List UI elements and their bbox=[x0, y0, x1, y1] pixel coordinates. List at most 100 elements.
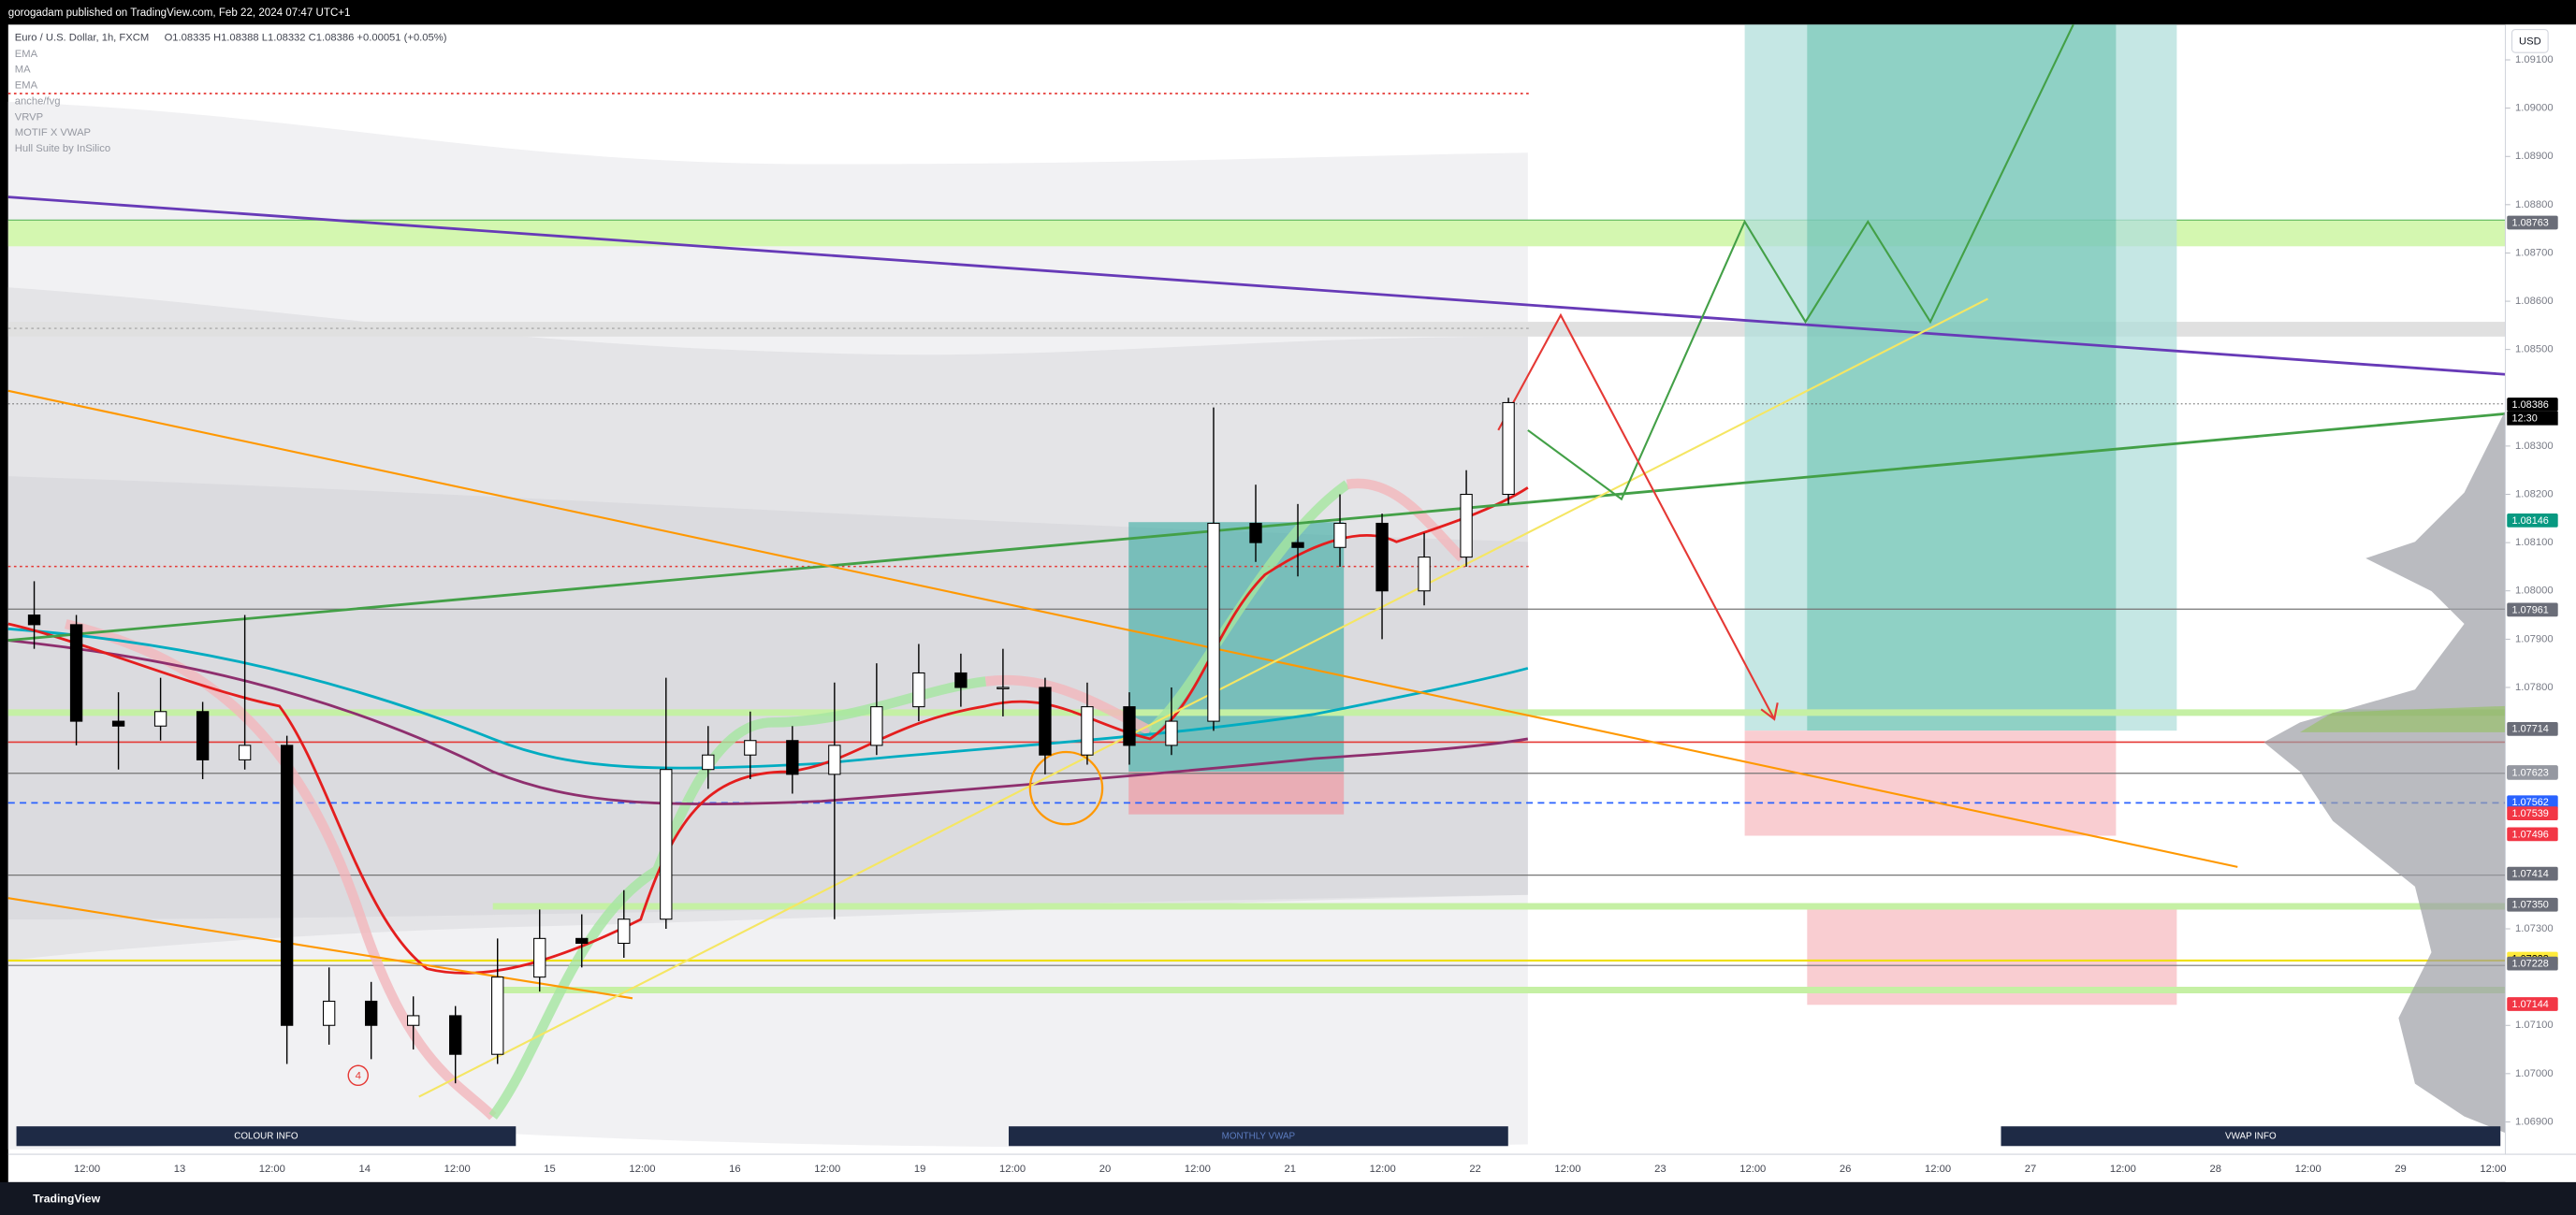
candles bbox=[27, 398, 1515, 1084]
indicator-name: EMA bbox=[15, 49, 38, 60]
x-tick-label: 21 bbox=[1285, 1164, 1296, 1175]
target-zone-inner bbox=[1807, 24, 2117, 731]
x-tick-label: 12:00 bbox=[999, 1164, 1026, 1175]
price-label: 1.08146 bbox=[2512, 515, 2549, 527]
x-tick-label: 12:00 bbox=[2480, 1164, 2506, 1175]
trend-line bbox=[7, 389, 2238, 868]
panel-label: COLOUR INFO bbox=[234, 1131, 298, 1141]
price-label-box bbox=[2507, 513, 2558, 528]
volume-profile bbox=[2263, 410, 2506, 1134]
info-panel bbox=[2001, 1126, 2501, 1147]
currency: USD bbox=[2519, 36, 2541, 48]
price-label: 1.07228 bbox=[2512, 959, 2549, 970]
y-tick-label: 1.08100 bbox=[2515, 537, 2554, 548]
ohlc-readout: O1.08335 H1.08388 L1.08332 C1.08386 +0.0… bbox=[165, 32, 447, 43]
highlight-circle bbox=[1028, 750, 1104, 826]
x-tick-label: 12:00 bbox=[74, 1164, 100, 1175]
price-label: 1.07539 bbox=[2512, 808, 2549, 819]
trend-line bbox=[418, 297, 1988, 1098]
candle-body bbox=[1502, 401, 1515, 496]
y-tick-label: 1.08800 bbox=[2515, 199, 2554, 210]
x-tick-label: 12:00 bbox=[444, 1164, 471, 1175]
indicator-name: anche/fvg bbox=[15, 95, 61, 107]
x-tick-label: 12:00 bbox=[2110, 1164, 2136, 1175]
x-tick-label: 12:00 bbox=[1185, 1164, 1211, 1175]
x-tick-label: 20 bbox=[1099, 1164, 1111, 1175]
candle-body bbox=[449, 1015, 462, 1055]
info-panel bbox=[16, 1126, 517, 1147]
footer-brand: TradingView bbox=[33, 1193, 100, 1206]
indicator-name: MA bbox=[15, 65, 31, 76]
candle-body bbox=[1418, 557, 1431, 592]
stop-box bbox=[1128, 772, 1345, 815]
footer-bar bbox=[0, 1181, 2576, 1215]
candle-body bbox=[744, 740, 757, 756]
y-tick-label: 1.08900 bbox=[2515, 151, 2554, 162]
ma-line bbox=[7, 639, 1529, 806]
price-label: 1.07562 bbox=[2512, 797, 2549, 808]
x-tick-label: 14 bbox=[359, 1164, 371, 1175]
candle-body bbox=[786, 740, 799, 775]
indicator-name: Hull Suite by InSilico bbox=[15, 143, 110, 154]
price-label: 1.07961 bbox=[2512, 604, 2549, 615]
price-label-box bbox=[2507, 956, 2558, 971]
price-label-box bbox=[2507, 997, 2558, 1011]
countdown: 12:30 bbox=[2512, 412, 2538, 424]
candle-body bbox=[1375, 522, 1389, 592]
y-tick-label: 1.07800 bbox=[2515, 682, 2554, 693]
x-tick-label: 28 bbox=[2210, 1164, 2221, 1175]
ema-line bbox=[7, 486, 1529, 975]
candle-body bbox=[1460, 493, 1473, 558]
x-tick-label: 29 bbox=[2394, 1164, 2406, 1175]
x-tick-label: 12:00 bbox=[259, 1164, 285, 1175]
price-label-box bbox=[2507, 795, 2558, 810]
candle-body bbox=[1039, 687, 1052, 756]
y-tick-label: 1.08000 bbox=[2515, 586, 2554, 597]
candle-body bbox=[1123, 706, 1136, 746]
panel-label: VWAP INFO bbox=[2225, 1131, 2277, 1141]
price-label-box bbox=[2507, 215, 2558, 230]
price-label-box bbox=[2507, 721, 2558, 736]
panel-label: MONTHLY VWAP bbox=[1222, 1131, 1296, 1141]
candle-body bbox=[533, 937, 546, 978]
price-label: 1.07350 bbox=[2512, 900, 2549, 911]
price-label-box bbox=[2507, 827, 2558, 842]
indicator-name: VRVP bbox=[15, 111, 43, 123]
candle-body bbox=[196, 711, 210, 760]
wave-label: 4 bbox=[356, 1071, 362, 1082]
symbol: Euro / U.S. Dollar, 1h, FXCM bbox=[15, 32, 149, 43]
publisher-line: gorogadam published on TradingView.com, … bbox=[8, 7, 351, 19]
x-tick-label: 15 bbox=[544, 1164, 555, 1175]
candle-body bbox=[365, 1000, 378, 1026]
trend-line bbox=[7, 195, 2506, 376]
candle-body bbox=[69, 624, 83, 722]
y-tick-label: 1.08600 bbox=[2515, 296, 2554, 307]
y-tick-label: 1.07300 bbox=[2515, 923, 2554, 934]
candle-body bbox=[618, 918, 631, 945]
price-label: 1.07496 bbox=[2512, 829, 2549, 840]
y-tick-label: 1.07100 bbox=[2515, 1020, 2554, 1031]
projection-path bbox=[1527, 23, 2074, 501]
trend-line bbox=[7, 897, 633, 1000]
long-position-box bbox=[1128, 522, 1345, 773]
candle-body bbox=[575, 937, 589, 945]
price-label-box bbox=[2507, 602, 2558, 617]
hull-band bbox=[64, 618, 497, 1121]
target-zone bbox=[1744, 24, 2177, 731]
x-tick-label: 12:00 bbox=[1554, 1164, 1580, 1175]
candle-body bbox=[828, 745, 841, 775]
candle-body bbox=[1081, 706, 1094, 756]
currency-button[interactable] bbox=[2511, 29, 2549, 53]
wave-marker bbox=[347, 1064, 369, 1087]
countdown-box bbox=[2507, 411, 2558, 426]
candle-body bbox=[111, 720, 125, 727]
x-tick-label: 27 bbox=[2025, 1164, 2036, 1175]
volume-profile-poc bbox=[2300, 705, 2506, 732]
ema-line bbox=[7, 627, 1529, 770]
price-label-box bbox=[2507, 398, 2558, 412]
x-tick-label: 12:00 bbox=[1925, 1164, 1951, 1175]
x-tick-label: 12:00 bbox=[814, 1164, 840, 1175]
price-label: 1.07623 bbox=[2512, 768, 2549, 779]
x-tick-label: 12:00 bbox=[2295, 1164, 2321, 1175]
